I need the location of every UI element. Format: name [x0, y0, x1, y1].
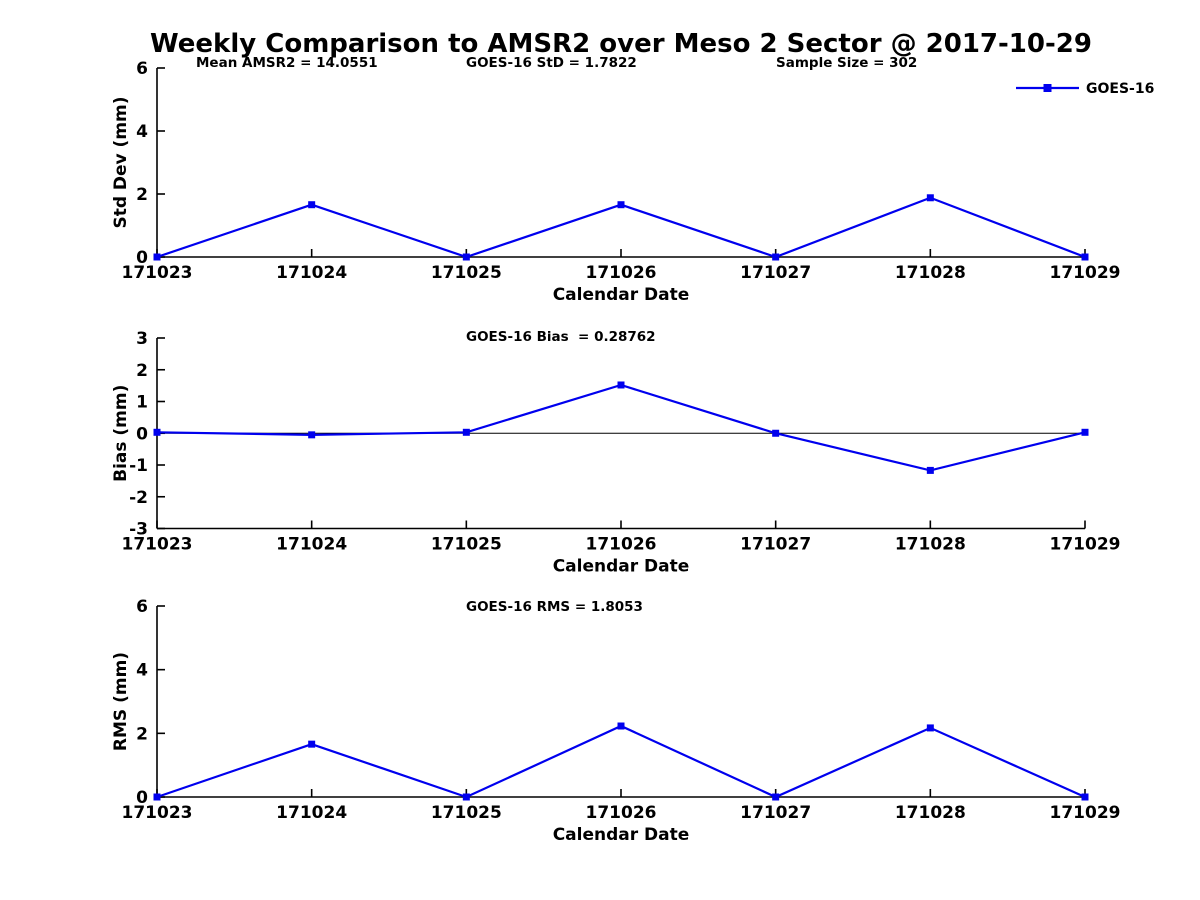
series-line-goes-16	[156, 383, 1086, 472]
annotation: Mean AMSR2 = 14.0551	[196, 55, 378, 71]
y-tick-label: 0	[136, 248, 148, 268]
data-point-marker	[772, 429, 780, 437]
y-tick-label: 4	[136, 122, 148, 142]
y-tick-label: -2	[129, 488, 148, 508]
data-point-marker	[926, 724, 934, 732]
data-point-marker	[1081, 253, 1089, 261]
x-tick-label: 171023	[122, 803, 193, 823]
x-tick-label: 171025	[431, 803, 502, 823]
x-tick-label: 171026	[586, 803, 657, 823]
y-axis-title: Bias (mm)	[111, 385, 131, 482]
data-point-marker	[1081, 428, 1089, 436]
x-tick-label: 171023	[122, 535, 193, 555]
data-point-marker	[153, 793, 161, 801]
data-point-marker	[1081, 793, 1089, 801]
data-point-marker	[308, 431, 316, 439]
y-axis-title: Std Dev (mm)	[111, 96, 131, 228]
data-point-marker	[772, 793, 780, 801]
y-tick-label: 2	[136, 724, 148, 744]
data-point-marker	[462, 793, 470, 801]
x-tick-label: 171026	[586, 535, 657, 555]
y-axis-title: RMS (mm)	[111, 652, 131, 751]
x-tick-label: 171025	[431, 535, 502, 555]
series-line-goes-16	[156, 724, 1086, 799]
data-point-marker	[153, 253, 161, 261]
x-tick-label: 171025	[431, 263, 502, 283]
x-tick-label: 171024	[276, 263, 347, 283]
data-point-marker	[308, 740, 316, 748]
annotation: GOES-16 RMS = 1.8053	[466, 599, 643, 615]
x-tick-label: 171027	[740, 535, 811, 555]
y-tick-label: 0	[136, 424, 148, 444]
x-tick-label: 171024	[276, 803, 347, 823]
annotation: GOES-16 StD = 1.7822	[466, 55, 637, 71]
legend-marker	[1043, 84, 1052, 92]
x-tick-label: 171028	[895, 263, 966, 283]
y-tick-label: -3	[129, 520, 148, 540]
y-tick-label: 2	[136, 185, 148, 205]
x-tick-label: 171026	[586, 263, 657, 283]
y-tick-label: 6	[136, 597, 148, 617]
y-tick-label: 4	[136, 661, 148, 681]
legend-label: GOES-16	[1086, 81, 1154, 97]
data-point-marker	[617, 381, 625, 389]
x-tick-label: 171029	[1050, 263, 1121, 283]
x-axis-title: Calendar Date	[553, 285, 690, 305]
x-tick-label: 171029	[1050, 535, 1121, 555]
y-tick-label: 1	[136, 393, 148, 413]
data-point-marker	[617, 722, 625, 730]
y-tick-label: -1	[129, 456, 148, 476]
y-tick-label: 3	[136, 329, 148, 349]
x-tick-label: 171024	[276, 535, 347, 555]
data-point-marker	[462, 428, 470, 436]
x-tick-label: 171028	[895, 803, 966, 823]
x-tick-label: 171027	[740, 263, 811, 283]
data-point-marker	[153, 428, 161, 436]
x-axis-title: Calendar Date	[553, 557, 690, 577]
annotation: Sample Size = 302	[776, 55, 917, 71]
x-tick-label: 171028	[895, 535, 966, 555]
y-tick-label: 6	[136, 59, 148, 79]
x-tick-label: 171029	[1050, 803, 1121, 823]
y-tick-label: 2	[136, 361, 148, 381]
data-point-marker	[772, 253, 780, 261]
data-point-marker	[926, 466, 934, 474]
chart-title: Weekly Comparison to AMSR2 over Meso 2 S…	[150, 29, 1092, 59]
x-tick-label: 171027	[740, 803, 811, 823]
x-tick-label: 171023	[122, 263, 193, 283]
y-tick-label: 0	[136, 788, 148, 808]
x-axis-title: Calendar Date	[553, 825, 690, 845]
data-point-marker	[926, 194, 934, 202]
annotation: GOES-16 Bias = 0.28762	[466, 329, 656, 345]
data-point-marker	[617, 201, 625, 209]
data-point-marker	[462, 253, 470, 261]
data-point-marker	[308, 201, 316, 209]
